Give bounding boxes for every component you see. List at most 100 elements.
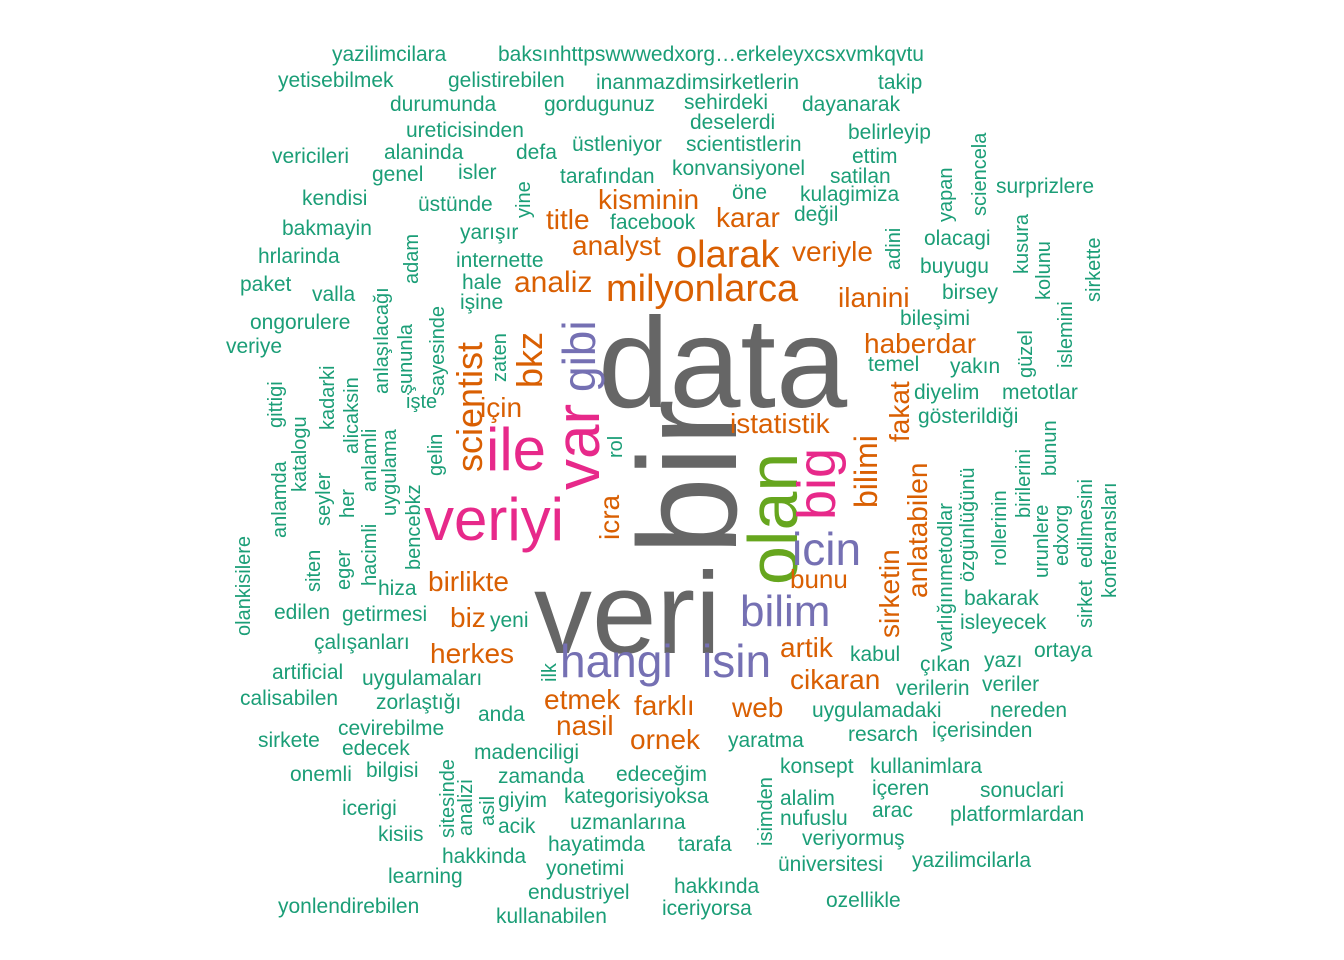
word: hakkinda xyxy=(442,845,527,868)
word: getirmesi xyxy=(342,603,428,626)
word-bilimi: bilimi xyxy=(848,435,884,508)
word: nereden xyxy=(990,699,1068,722)
word: güzel xyxy=(1015,330,1037,378)
word: islemini xyxy=(1055,301,1077,368)
word: konsept xyxy=(780,755,854,778)
word-icra: icra xyxy=(594,494,625,540)
word: internette xyxy=(456,249,544,272)
word: edecek xyxy=(342,737,410,760)
word: zorlaştığı xyxy=(376,691,462,714)
word: sayesinde xyxy=(427,305,449,396)
word: isleyecek xyxy=(960,611,1047,634)
word: tarafından xyxy=(560,165,655,188)
word-veri: veri xyxy=(534,548,721,678)
word: kadarki xyxy=(317,365,339,430)
word-ilanini: ilanini xyxy=(838,282,910,313)
word: platformlardan xyxy=(950,803,1085,826)
word: diyelim xyxy=(914,381,980,404)
word: üstünde xyxy=(418,193,493,216)
word: uygulama xyxy=(379,429,401,516)
word: facebook xyxy=(610,211,696,234)
word: veriler xyxy=(982,673,1040,696)
word: bakarak xyxy=(964,587,1039,610)
word: olankisilere xyxy=(233,535,255,636)
word: yeni xyxy=(490,609,529,632)
word: eger xyxy=(333,549,355,590)
word: ureticisinden xyxy=(406,119,524,142)
word: kendisi xyxy=(302,187,368,210)
word: veriye xyxy=(226,335,283,358)
word: yakın xyxy=(950,355,1001,378)
word-title: title xyxy=(546,204,590,235)
word-icin: icin xyxy=(792,523,862,575)
word: genel xyxy=(372,163,424,186)
word-olarak: olarak xyxy=(676,234,780,276)
word: varlığınımetodlar xyxy=(935,503,957,652)
word: çıkan xyxy=(920,653,971,676)
word: adam xyxy=(401,233,423,284)
word: adini xyxy=(883,227,905,270)
word: seyler xyxy=(313,472,335,526)
word: edeceğim xyxy=(616,763,708,786)
word-bkz: bkz xyxy=(509,331,550,388)
word: buyugu xyxy=(920,255,989,278)
word: yonlendirebilen xyxy=(278,895,420,918)
word: arac xyxy=(872,799,913,822)
word: yazilimcilarla xyxy=(912,849,1032,872)
word: paket xyxy=(240,273,292,296)
word: hayatimda xyxy=(548,833,645,856)
word: isler xyxy=(458,161,497,184)
word: isimden xyxy=(755,777,777,846)
word: kolunu xyxy=(1033,241,1055,300)
word: cevirebilme xyxy=(338,717,445,740)
word: zaten xyxy=(489,333,511,382)
word: yarışır xyxy=(460,221,519,244)
word: birilerini xyxy=(1013,449,1035,518)
word: icerigi xyxy=(342,797,397,820)
word: sirkete xyxy=(258,729,320,752)
word: anda xyxy=(478,703,525,726)
word: sehirdeki xyxy=(684,91,769,114)
word-milyonlarca: milyonlarca xyxy=(606,268,799,310)
word: tarafa xyxy=(678,833,732,856)
word: ozellikle xyxy=(826,889,901,912)
word: inanmazdimsirketlerin xyxy=(596,71,800,94)
word: rollerinin xyxy=(989,490,1011,566)
word-isin: isin xyxy=(702,635,772,687)
word: bencebkz xyxy=(403,484,425,570)
word: metotlar xyxy=(1002,381,1078,404)
word: veriyormuş xyxy=(802,827,905,850)
word: sciencela xyxy=(969,132,991,216)
word-hangi: hangi xyxy=(560,635,673,687)
word-karar: karar xyxy=(716,202,780,233)
word: uygulamadaki xyxy=(812,699,942,722)
word: ettim xyxy=(852,145,898,168)
word: gelistirebilen xyxy=(448,69,565,92)
word: endustriyel xyxy=(528,881,630,904)
word: anlaşılacağı xyxy=(371,287,393,394)
word: giyim xyxy=(498,789,548,812)
word: sirkette xyxy=(1083,237,1105,302)
word-biz: biz xyxy=(450,602,486,633)
word: edilen xyxy=(274,601,331,624)
word: yazilimcilara xyxy=(332,43,447,66)
word: konvansiyonel xyxy=(672,157,806,180)
word-haberdar: haberdar xyxy=(864,328,977,359)
word: valla xyxy=(312,283,356,306)
word: hiza xyxy=(378,577,417,600)
word: onemli xyxy=(290,763,352,786)
word-veriyi: veriyi xyxy=(424,486,565,553)
word: ortaya xyxy=(1034,639,1093,662)
word: scientistlerin xyxy=(686,133,802,156)
word-analiz: analiz xyxy=(514,266,593,299)
word: siten xyxy=(303,549,325,592)
word: üstleniyor xyxy=(572,133,662,156)
word: edxorg xyxy=(1051,504,1073,566)
word: ongorulere xyxy=(250,311,351,334)
word-artik: artik xyxy=(780,632,833,663)
word-icin-small: için xyxy=(480,392,523,423)
word-cikaran: cikaran xyxy=(790,664,881,695)
word: learning xyxy=(388,865,463,888)
word: surprizlere xyxy=(996,175,1095,198)
